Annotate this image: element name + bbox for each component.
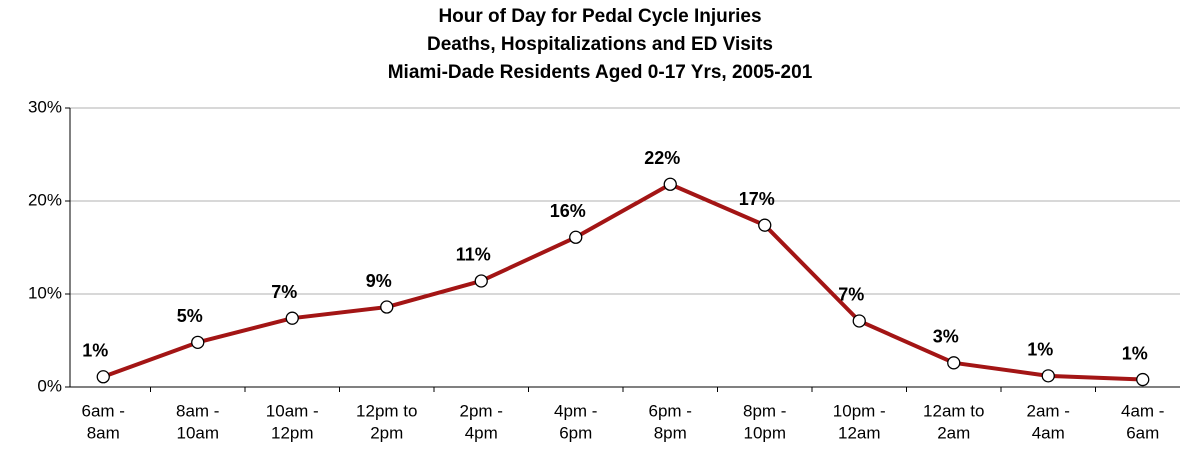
y-tick-label: 20% xyxy=(28,190,62,209)
x-tick-label: 10pm - xyxy=(833,401,886,420)
data-label: 17% xyxy=(739,189,775,209)
x-tick-label: 12pm to xyxy=(356,401,417,420)
y-tick-label: 0% xyxy=(37,376,62,395)
x-tick-label: 8pm - xyxy=(743,401,786,420)
x-tick-label: 4am - xyxy=(1121,401,1164,420)
point xyxy=(569,230,583,244)
data-label: 11% xyxy=(456,245,491,265)
chart-subtitle: Deaths, Hospitalizations and ED Visits xyxy=(427,34,773,55)
x-tick-label: 6pm - xyxy=(649,401,692,420)
x-tick-label: 8am xyxy=(87,423,120,442)
y-tick-label: 30% xyxy=(28,97,62,116)
chart-subtitle: Miami-Dade Residents Aged 0-17 Yrs, 2005… xyxy=(388,62,813,83)
series-line xyxy=(102,182,1143,382)
x-tick-label: 8am - xyxy=(176,401,219,420)
point xyxy=(663,177,677,191)
point xyxy=(758,218,772,232)
x-tick-label: 10am - xyxy=(266,401,319,420)
data-label: 3% xyxy=(933,327,959,347)
point xyxy=(852,314,866,328)
x-tick-label: 4am xyxy=(1032,423,1065,442)
x-tick-label: 6pm xyxy=(559,423,592,442)
data-label: 1% xyxy=(1027,340,1053,360)
point xyxy=(474,274,488,288)
x-tick-label: 2am - xyxy=(1027,401,1070,420)
y-tick-label: 10% xyxy=(28,283,62,302)
x-tick-label: 10pm xyxy=(743,423,786,442)
x-tick-label: 2pm - xyxy=(460,401,503,420)
point xyxy=(1041,369,1055,383)
x-tick-label: 4pm xyxy=(465,423,498,442)
chart-title: Hour of Day for Pedal Cycle Injuries xyxy=(438,6,761,27)
x-tick-label: 2am xyxy=(937,423,970,442)
point xyxy=(285,311,299,325)
point xyxy=(191,335,205,350)
x-tick-label: 8pm xyxy=(654,423,687,442)
data-label: 1% xyxy=(82,341,108,361)
data-label: 22% xyxy=(644,148,680,168)
x-tick-label: 6am xyxy=(1126,423,1159,442)
x-tick-label: 10am xyxy=(176,423,219,442)
x-tick-label: 2pm xyxy=(370,423,403,442)
data-label: 16% xyxy=(550,201,586,221)
point xyxy=(947,356,961,370)
point xyxy=(1136,372,1150,387)
point xyxy=(96,370,110,384)
point xyxy=(380,300,394,314)
data-label: 5% xyxy=(177,306,203,326)
x-tick-label: 12pm xyxy=(271,423,314,442)
data-label: 1% xyxy=(1122,343,1148,363)
x-tick-label: 4pm - xyxy=(554,401,597,420)
x-tick-label: 12am to xyxy=(923,401,984,420)
data-label: 7% xyxy=(271,282,297,302)
x-tick-label: 12am xyxy=(838,423,881,442)
data-label: 9% xyxy=(366,271,392,291)
x-tick-label: 6am - xyxy=(82,401,125,420)
data-label: 7% xyxy=(838,285,864,305)
